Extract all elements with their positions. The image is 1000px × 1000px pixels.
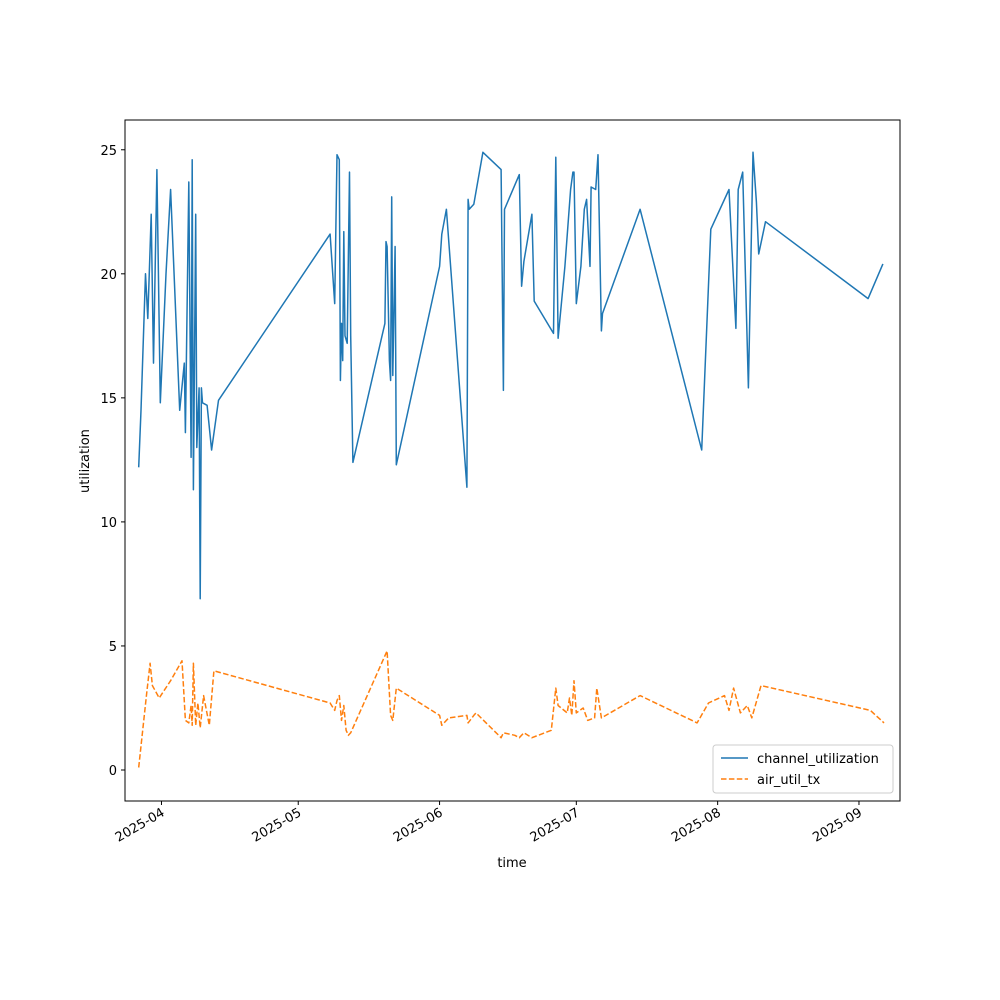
y-tick-label: 5	[109, 640, 117, 655]
series-line-channel-utilization	[137, 151, 884, 600]
y-axis-label: utilization	[78, 429, 93, 493]
series-line-air-util-tx	[137, 650, 885, 768]
legend-label-air-util-tx: air_util_tx	[757, 773, 821, 788]
legend-label-channel-utilization: channel_utilization	[757, 752, 879, 767]
y-tick-label: 15	[100, 392, 117, 407]
y-axis: 0 5 10 15 20 25	[100, 144, 125, 779]
series-layer	[137, 151, 885, 768]
y-tick-label: 20	[100, 268, 117, 283]
legend-box	[712, 744, 894, 794]
y-tick-label: 10	[100, 516, 117, 531]
y-tick-label: 0	[109, 764, 117, 779]
x-axis-label: time	[497, 856, 526, 871]
plot-frame	[124, 119, 901, 802]
legend: channel_utilization air_util_tx	[712, 744, 894, 794]
y-tick-label: 25	[100, 144, 117, 159]
